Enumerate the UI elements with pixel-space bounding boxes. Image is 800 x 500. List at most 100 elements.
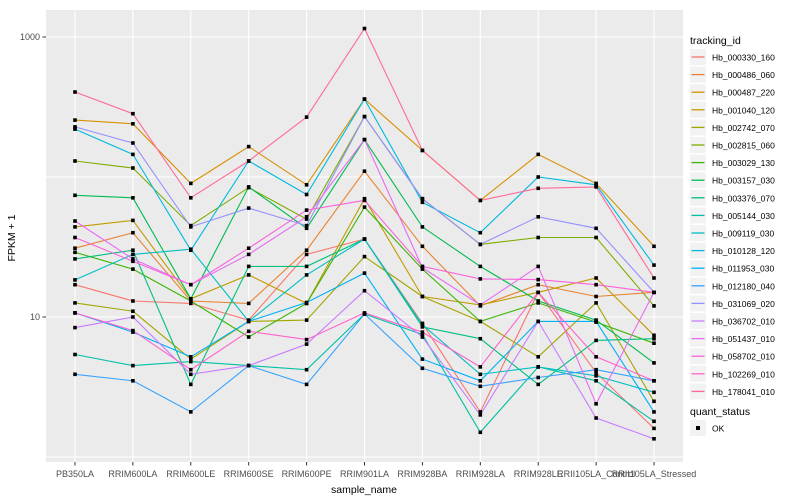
point-Hb_009119_030 <box>536 365 540 369</box>
point-Hb_003029_130 <box>246 335 251 339</box>
point-Hb_003029_130 <box>189 299 193 303</box>
point-Hb_036702_010 <box>536 319 540 324</box>
point-Hb_002742_070 <box>189 357 193 361</box>
point-Hb_005144_030 <box>478 430 483 435</box>
point-Hb_178041_010 <box>246 159 251 163</box>
point-Hb_005144_030 <box>189 359 193 364</box>
legend-item-label: Hb_003029_130 <box>712 158 775 168</box>
point-Hb_000330_160 <box>478 410 483 414</box>
point-Hb_031069_020 <box>420 196 425 201</box>
x-tick-label: PB350LA <box>56 469 94 479</box>
point-Hb_000330_160 <box>304 252 309 257</box>
point-Hb_010128_120 <box>73 127 77 131</box>
point-Hb_005144_030 <box>652 419 656 424</box>
point-Hb_003376_070 <box>652 336 656 341</box>
point-Hb_102269_010 <box>304 337 309 342</box>
x-tick-label: RRIM600LA <box>108 469 157 479</box>
point-Hb_002742_070 <box>304 318 309 322</box>
point-Hb_012180_040 <box>73 372 77 377</box>
ok-square-marker-icon <box>696 426 700 430</box>
legend-item-Hb_010128_120: Hb_010128_120 <box>690 242 775 259</box>
point-Hb_178041_010 <box>73 90 77 94</box>
point-Hb_178041_010 <box>131 111 135 116</box>
point-Hb_000486_060 <box>536 282 540 287</box>
point-Hb_058702_010 <box>536 277 540 282</box>
point-Hb_000487_220 <box>189 181 193 186</box>
point-Hb_036702_010 <box>189 372 193 377</box>
point-Hb_009119_030 <box>304 273 309 277</box>
point-Hb_036702_010 <box>478 413 483 417</box>
point-Hb_010128_120 <box>652 263 656 267</box>
point-Hb_000330_160 <box>189 301 193 306</box>
point-Hb_102269_010 <box>131 328 135 333</box>
point-Hb_000487_220 <box>131 122 135 126</box>
legend-item-Hb_036702_010: Hb_036702_010 <box>690 313 775 329</box>
point-Hb_010128_120 <box>594 183 598 187</box>
legend-item-Hb_031069_020: Hb_031069_020 <box>690 295 775 312</box>
point-Hb_031069_020 <box>536 215 540 219</box>
legend-item-label: Hb_000330_160 <box>712 53 775 63</box>
point-Hb_102269_010 <box>536 290 540 295</box>
legend-item-label: Hb_003376_070 <box>712 193 775 203</box>
point-Hb_011953_030 <box>304 300 309 305</box>
point-Hb_102269_010 <box>73 311 77 315</box>
point-Hb_051437_010 <box>362 137 367 142</box>
point-Hb_010128_120 <box>189 248 193 252</box>
x-tick-label: RRIM600SE <box>224 469 274 479</box>
x-axis-title: sample_name <box>331 484 397 496</box>
point-Hb_009119_030 <box>594 374 598 378</box>
point-Hb_003157_030 <box>652 361 656 365</box>
point-Hb_012180_040 <box>536 375 540 380</box>
point-Hb_012180_040 <box>131 379 135 383</box>
point-Hb_031069_020 <box>73 125 77 129</box>
point-Hb_003376_070 <box>478 336 483 341</box>
x-tick-label: RRIM928BA <box>397 469 447 479</box>
y-tick-label: 10 <box>30 312 40 322</box>
legend-item-Hb_011953_030: Hb_011953_030 <box>690 260 775 277</box>
point-Hb_102269_010 <box>362 311 367 315</box>
legend-item-Hb_002742_070: Hb_002742_070 <box>690 119 775 136</box>
legend-ok-label: OK <box>712 424 725 434</box>
point-Hb_005144_030 <box>73 352 77 357</box>
point-Hb_003376_070 <box>420 325 425 329</box>
point-Hb_003376_070 <box>131 248 135 252</box>
point-Hb_051437_010 <box>304 215 309 219</box>
legend-item-label: Hb_058702_010 <box>712 352 775 362</box>
point-Hb_178041_010 <box>189 196 193 200</box>
point-Hb_031069_020 <box>304 223 309 228</box>
point-Hb_012180_040 <box>478 384 483 389</box>
point-Hb_000487_220 <box>73 118 77 122</box>
point-Hb_102269_010 <box>478 365 483 369</box>
gridlines <box>46 10 683 462</box>
x-tick-label: RRIM901LA <box>340 469 389 479</box>
point-Hb_036702_010 <box>594 416 598 420</box>
legend-item-Hb_178041_010: Hb_178041_010 <box>690 383 775 400</box>
point-Hb_058702_010 <box>362 198 367 203</box>
x-tick-label: RRIM928LA <box>456 469 505 479</box>
legend-color-items: Hb_000330_160 Hb_000486_060 Hb_000487_220 H… <box>690 49 775 400</box>
point-Hb_010128_120 <box>420 200 425 205</box>
point-Hb_058702_010 <box>478 277 483 281</box>
point-Hb_058702_010 <box>246 246 251 250</box>
point-Hb_003157_030 <box>246 185 251 189</box>
point-Hb_003376_070 <box>594 338 598 343</box>
point-Hb_036702_010 <box>246 363 251 368</box>
point-Hb_178041_010 <box>652 276 656 280</box>
point-Hb_005144_030 <box>304 367 309 372</box>
point-Hb_000486_060 <box>246 301 251 306</box>
point-Hb_000330_160 <box>594 370 598 375</box>
point-Hb_005144_030 <box>594 379 598 383</box>
point-Hb_009119_030 <box>73 278 77 282</box>
legend-item-Hb_012180_040: Hb_012180_040 <box>690 277 775 294</box>
point-Hb_000486_060 <box>304 248 309 252</box>
legend-item-Hb_009119_030: Hb_009119_030 <box>690 225 775 241</box>
point-Hb_011953_030 <box>594 319 598 324</box>
legend-item-label: Hb_005144_030 <box>712 211 775 221</box>
point-Hb_002815_060 <box>536 235 540 240</box>
data-points <box>73 26 656 441</box>
point-Hb_002742_070 <box>536 355 540 359</box>
legend-item-Hb_005144_030: Hb_005144_030 <box>690 207 775 224</box>
x-tick-label: RRIM600LE <box>166 469 215 479</box>
point-Hb_036702_010 <box>420 335 425 339</box>
